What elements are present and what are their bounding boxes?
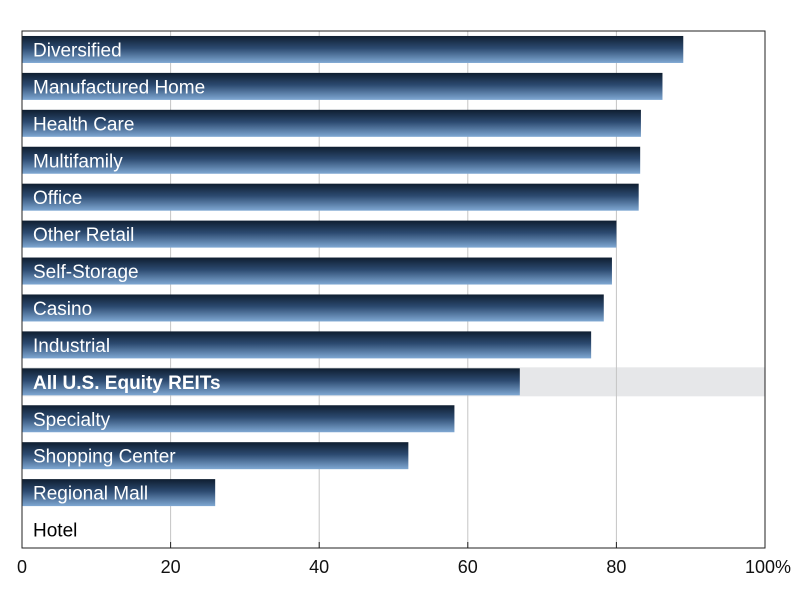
bar-shopping-center <box>22 442 409 470</box>
category-label-shopping-center: Shopping Center <box>33 447 176 468</box>
category-label-regional-mall: Regional Mall <box>33 484 148 505</box>
category-label-layer: Diversified Manufactured Home Health Care M… <box>33 40 221 541</box>
bar-diversified <box>22 35 684 63</box>
category-label-hotel: Hotel <box>33 521 77 542</box>
x-tick-label-40: 40 <box>309 557 329 577</box>
x-tick-label-0: 0 <box>17 557 27 577</box>
category-label-multifamily: Multifamily <box>33 151 123 172</box>
category-label-diversified: Diversified <box>33 40 122 61</box>
category-label-self-storage: Self-Storage <box>33 262 139 283</box>
category-label-all-u-s-equity-reits: All U.S. Equity REITs <box>33 373 221 394</box>
bar-office <box>22 183 639 211</box>
x-tick-label-80: 80 <box>606 557 626 577</box>
bar-casino <box>22 294 604 322</box>
x-tick-label-20: 20 <box>161 557 181 577</box>
bar-other-retail <box>22 220 617 248</box>
gridline-layer <box>170 31 617 548</box>
bar-regional-mall <box>22 479 216 507</box>
x-axis-tick-layer: 0 20 40 60 80 100% <box>17 542 791 577</box>
bar-health-care <box>22 109 641 137</box>
category-label-manufactured-home: Manufactured Home <box>33 77 205 98</box>
plot-frame <box>21 30 766 549</box>
bar-specialty <box>22 405 455 433</box>
category-label-industrial: Industrial <box>33 336 110 357</box>
x-tick-label-60: 60 <box>458 557 478 577</box>
bar-all-u-s-equity-reits <box>22 368 520 396</box>
category-label-casino: Casino <box>33 299 92 320</box>
category-label-other-retail: Other Retail <box>33 225 134 246</box>
bar-manufactured-home <box>22 72 663 100</box>
bar-multifamily <box>22 146 641 174</box>
category-label-health-care: Health Care <box>33 114 134 135</box>
category-label-specialty: Specialty <box>33 410 111 431</box>
bar-layer <box>22 35 684 507</box>
category-label-office: Office <box>33 188 82 209</box>
x-tick-label-100: 100% <box>745 557 791 577</box>
bar-self-storage <box>22 257 612 285</box>
bar-industrial <box>22 331 592 359</box>
